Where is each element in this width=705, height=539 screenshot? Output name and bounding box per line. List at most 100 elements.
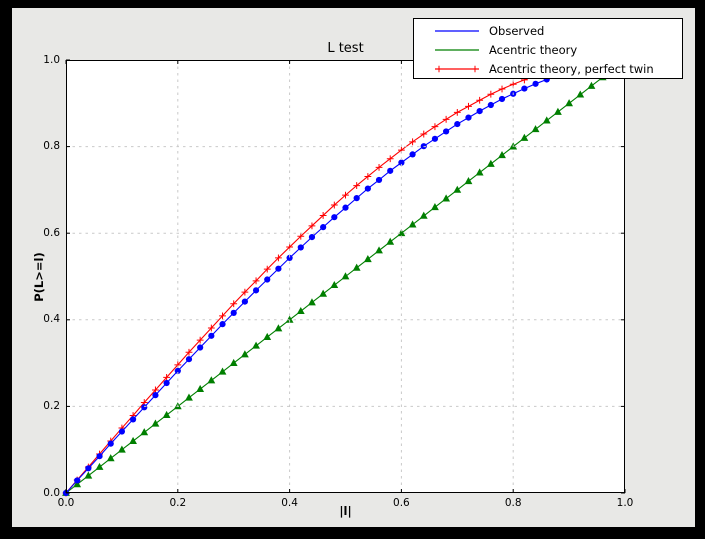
marker-plus-acentric-theory-perfect-twin xyxy=(308,222,316,230)
marker-plus-acentric-theory-perfect-twin xyxy=(442,115,450,123)
marker-circle-observed xyxy=(174,367,181,374)
marker-triangle-acentric-theory xyxy=(296,306,305,315)
marker-triangle-acentric-theory xyxy=(587,81,596,89)
marker-circle-observed xyxy=(141,404,148,411)
marker-triangle-acentric-theory xyxy=(84,471,93,479)
y-tick-label: 0.2 xyxy=(43,399,60,412)
marker-plus-acentric-theory-perfect-twin xyxy=(476,96,484,104)
marker-circle-observed xyxy=(331,214,338,221)
marker-plus-acentric-theory-perfect-twin xyxy=(241,288,249,296)
legend-label-acentric-theory-perfect-twin: Acentric theory, perfect twin xyxy=(489,61,654,76)
marker-triangle-acentric-theory xyxy=(554,107,562,115)
marker-plus-acentric-theory-perfect-twin xyxy=(409,138,416,146)
legend-line-sample-acentric-theory-perfect-twin xyxy=(435,65,479,72)
marker-circle-observed xyxy=(532,80,539,87)
marker-triangle-acentric-theory xyxy=(453,185,462,193)
marker-plus-acentric-theory-perfect-twin xyxy=(163,373,171,381)
marker-triangle-acentric-theory xyxy=(319,289,328,297)
marker-circle-observed xyxy=(163,379,170,387)
legend-line-sample-observed xyxy=(435,29,479,32)
marker-plus-acentric-theory-perfect-twin xyxy=(364,173,372,180)
marker-circle-observed xyxy=(498,95,506,103)
marker-plus-acentric-theory-perfect-twin xyxy=(319,212,327,219)
marker-circle-observed xyxy=(387,167,394,174)
y-tick-label: 0.0 xyxy=(43,486,60,499)
marker-plus-acentric-theory-perfect-twin xyxy=(498,85,506,93)
legend-label-observed: Observed xyxy=(489,23,545,38)
marker-plus-acentric-theory-perfect-twin xyxy=(375,163,383,171)
y-tick-label: 1.0 xyxy=(43,53,60,66)
marker-plus-acentric-theory-perfect-twin xyxy=(487,90,495,98)
marker-triangle-acentric-theory xyxy=(397,229,406,237)
marker-triangle-acentric-theory xyxy=(352,263,361,271)
marker-plus-acentric-theory-perfect-twin xyxy=(275,254,282,262)
y-tick-label: 0.6 xyxy=(43,226,60,239)
marker-triangle-acentric-theory xyxy=(140,428,149,436)
marker-circle-observed xyxy=(185,356,193,363)
marker-triangle-acentric-theory xyxy=(229,358,238,366)
marker-circle-observed xyxy=(275,265,282,272)
marker-circle-observed xyxy=(476,107,483,115)
marker-circle-observed xyxy=(152,392,159,399)
marker-circle-observed xyxy=(219,321,226,328)
marker-circle-observed xyxy=(85,465,92,472)
marker-circle-observed xyxy=(364,185,371,192)
marker-plus-acentric-theory-perfect-twin xyxy=(207,324,215,332)
x-tick-label: 0.2 xyxy=(169,497,187,509)
marker-circle-observed xyxy=(241,298,248,305)
marker-circle-observed xyxy=(521,85,528,92)
x-tick-label: 1.0 xyxy=(616,497,634,509)
marker-plus-acentric-theory-perfect-twin xyxy=(420,130,428,138)
marker-plus-acentric-theory-perfect-twin xyxy=(353,182,361,189)
legend: Observed Acentric theory Acentric theory, … xyxy=(413,18,683,79)
marker-circle-observed xyxy=(398,159,405,166)
x-axis-label: |l| xyxy=(339,504,352,518)
marker-triangle-acentric-theory xyxy=(73,480,82,488)
marker-plus-acentric-theory-perfect-twin xyxy=(330,201,338,209)
marker-circle-observed xyxy=(118,428,125,435)
marker-circle-observed xyxy=(197,344,204,351)
marker-circle-observed xyxy=(129,416,137,423)
chart-svg xyxy=(62,55,629,497)
marker-plus-acentric-theory-perfect-twin xyxy=(185,348,193,356)
marker-plus-acentric-theory-perfect-twin xyxy=(263,265,271,273)
marker-plus-acentric-theory-perfect-twin xyxy=(230,300,238,308)
marker-triangle-acentric-theory xyxy=(498,151,506,159)
marker-triangle-acentric-theory xyxy=(263,332,272,341)
marker-triangle-acentric-theory xyxy=(129,436,137,444)
marker-circle-observed xyxy=(353,195,360,202)
marker-plus-acentric-theory-perfect-twin xyxy=(465,102,472,110)
marker-triangle-acentric-theory xyxy=(576,90,585,98)
marker-circle-observed xyxy=(96,453,103,460)
marker-circle-observed xyxy=(487,101,494,109)
marker-plus-acentric-theory-perfect-twin xyxy=(453,108,461,116)
chart-title: L test xyxy=(327,41,364,56)
y-tick-label: 0.8 xyxy=(43,140,60,153)
y-tick-label: 0.4 xyxy=(43,313,60,326)
marker-triangle-acentric-theory xyxy=(162,410,171,418)
marker-triangle-acentric-theory xyxy=(375,246,383,254)
x-tick-label: 0.8 xyxy=(504,497,522,509)
marker-plus-acentric-theory-perfect-twin xyxy=(297,232,305,240)
marker-plus-acentric-theory-perfect-twin xyxy=(342,191,349,199)
marker-plus-acentric-theory-perfect-twin xyxy=(219,312,226,320)
legend-line-sample-acentric-theory xyxy=(435,48,479,51)
marker-circle-observed xyxy=(308,233,316,241)
marker-plus-acentric-theory-perfect-twin xyxy=(252,277,260,285)
legend-entry-acentric-theory-perfect-twin: Acentric theory, perfect twin xyxy=(414,59,682,78)
marker-triangle-acentric-theory xyxy=(118,445,126,453)
marker-triangle-acentric-theory xyxy=(207,376,216,384)
marker-circle-observed xyxy=(409,151,416,158)
marker-circle-observed xyxy=(342,204,349,211)
marker-triangle-acentric-theory xyxy=(565,99,573,107)
marker-triangle-acentric-theory xyxy=(542,116,551,124)
marker-circle-observed xyxy=(297,244,304,251)
marker-triangle-acentric-theory xyxy=(442,194,451,202)
marker-triangle-acentric-theory xyxy=(218,367,227,375)
marker-triangle-acentric-theory xyxy=(106,454,115,462)
marker-triangle-acentric-theory xyxy=(151,419,160,427)
marker-circle-observed xyxy=(443,128,450,135)
marker-circle-observed xyxy=(74,477,81,484)
x-tick-label: 0.0 xyxy=(57,497,75,509)
